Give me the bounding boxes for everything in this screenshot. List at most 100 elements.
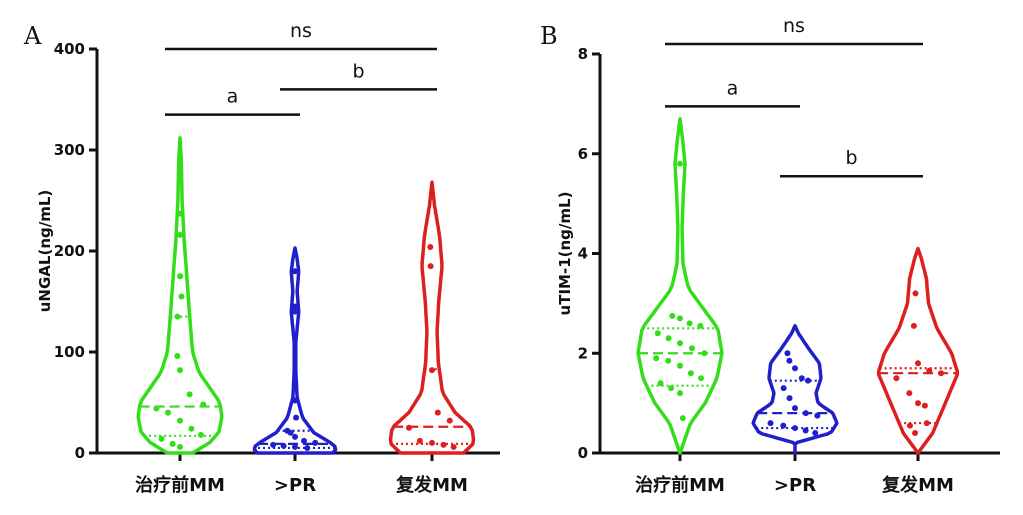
panel-a-data-point: [287, 429, 294, 436]
panel-a-significance-label: b: [352, 60, 364, 82]
panel-b-data-point: [910, 322, 917, 329]
panel-a-data-point: [280, 442, 287, 449]
panel-a-violin-outline: [252, 246, 338, 455]
panel-b-data-point: [912, 290, 919, 297]
panel-b-significance-label: ns: [783, 15, 805, 37]
panel-b-data-point: [665, 357, 672, 364]
panel-b-data-point: [792, 365, 798, 372]
panel-b-significance-label: b: [845, 147, 857, 169]
panel-a-y-tick-label: 200: [54, 242, 85, 260]
panel-b-data-point: [802, 410, 809, 417]
panel-a-y-tick-label: 300: [54, 141, 85, 159]
panel-a-data-point: [312, 439, 319, 446]
panel-a-violin-outline: [136, 136, 224, 455]
panel-b-data-point: [668, 385, 675, 392]
panel-a-data-point: [177, 210, 183, 217]
panel-b-data-point: [697, 322, 704, 329]
panel-a-data-point: [174, 353, 181, 360]
panel-a-violin-group: [136, 136, 224, 455]
panel-a-data-point: [446, 417, 453, 424]
panel-b-data-point: [906, 390, 913, 397]
panel-a-data-point: [270, 441, 277, 448]
panel-a-data-point: [174, 313, 181, 320]
panel-a-data-point: [177, 273, 184, 280]
panel-a-data-point: [178, 293, 185, 300]
panel-a-significance-label: ns: [290, 20, 312, 42]
panel-b-violin-group: [636, 117, 724, 455]
panel-b-y-axis-label: uTIM-1(ng/mL): [556, 192, 574, 316]
panel-b-data-point: [802, 427, 809, 434]
panel-b-data-point: [669, 312, 676, 319]
panel-a-data-point: [450, 443, 457, 450]
panel-b-data-point: [679, 415, 686, 422]
panel-b-data-point: [701, 350, 708, 357]
panel-a-y-tick-label: 100: [54, 343, 85, 361]
panel-b-y-tick-label: 8: [578, 45, 588, 63]
panel-b-data-point: [657, 380, 664, 387]
panel-b-data-point: [938, 370, 945, 377]
panel-a-data-point: [292, 443, 298, 450]
panel-b-data-point: [688, 345, 695, 352]
panel-a-data-point: [434, 409, 441, 416]
panel-a-violin-group: [388, 180, 476, 455]
panel-b-category-label: 治疗前MM: [635, 474, 725, 496]
panel-a-data-point: [200, 401, 207, 408]
panel-b-data-point: [654, 330, 661, 337]
panel-b-data-point: [784, 350, 791, 357]
panel-b-data-point: [767, 420, 774, 427]
panel-a-data-point: [429, 367, 435, 374]
panel-a-data-point: [153, 405, 160, 412]
panel-b-category-label: 复发MM: [881, 474, 954, 496]
panel-b-data-point: [814, 412, 821, 419]
panel-a-data-point: [169, 440, 176, 447]
panel-a-data-point: [292, 397, 298, 404]
panel-b-data-point: [786, 357, 793, 364]
panel-b-violin-outline: [876, 246, 960, 455]
panel-a-data-point: [292, 268, 298, 275]
panel-a-category-label: 治疗前MM: [135, 474, 225, 496]
panel-b-data-point: [665, 335, 672, 342]
panel-b-y-tick-label: 0: [578, 444, 588, 462]
panel-a-y-axis-label: uNGAL(ng/mL): [36, 190, 54, 313]
panel-a-data-point: [177, 443, 183, 450]
panel-a-y-tick-label: 0: [75, 444, 85, 462]
panel-a-category-label: 复发MM: [395, 474, 468, 496]
panel-a-data-point: [300, 437, 307, 444]
panel-b-data-point: [677, 340, 683, 347]
panel-b-data-point: [780, 385, 787, 392]
panel-b-data-point: [912, 430, 919, 437]
panel-b-violin-group: [751, 324, 839, 455]
panel-b-data-point: [893, 375, 900, 382]
panel-b-data-point: [812, 430, 819, 437]
panel-a-data-point: [197, 431, 204, 438]
panel-b-violin-group: [876, 246, 960, 455]
panel-b-violin-outline: [636, 117, 724, 455]
panel-a-data-point: [158, 435, 165, 442]
panel-b-violin-outline: [751, 324, 839, 455]
panel-a-data-point: [416, 437, 423, 444]
panel-a-data-point: [304, 444, 311, 451]
panel-b-data-point: [798, 375, 805, 382]
panel-a-data-point: [429, 439, 435, 446]
panel-b-data-point: [698, 375, 705, 382]
panel-b-data-point: [677, 160, 683, 167]
panel-a-data-point: [292, 303, 298, 310]
panel-a-category-label: >PR: [274, 475, 316, 496]
panel-b-data-point: [792, 425, 798, 432]
panel-b-data-point: [677, 390, 683, 397]
panel-a-data-point: [405, 424, 412, 431]
panel-b-data-point: [926, 367, 933, 374]
panel-b-data-point: [915, 400, 921, 407]
panel-a-significance-label: a: [227, 86, 239, 108]
panel-a-data-point: [177, 231, 183, 238]
panel-a-data-point: [292, 433, 298, 440]
panel-b-data-point: [780, 422, 787, 429]
panel-a-data-point: [427, 263, 434, 270]
panel-b-data-point: [805, 377, 812, 384]
panel-a-data-point: [440, 441, 447, 448]
panel-b-data-point: [686, 320, 693, 327]
panel-a-violin-group: [252, 246, 338, 455]
panel-b-data-point: [677, 362, 683, 369]
panel-b-y-tick-label: 4: [578, 245, 588, 263]
